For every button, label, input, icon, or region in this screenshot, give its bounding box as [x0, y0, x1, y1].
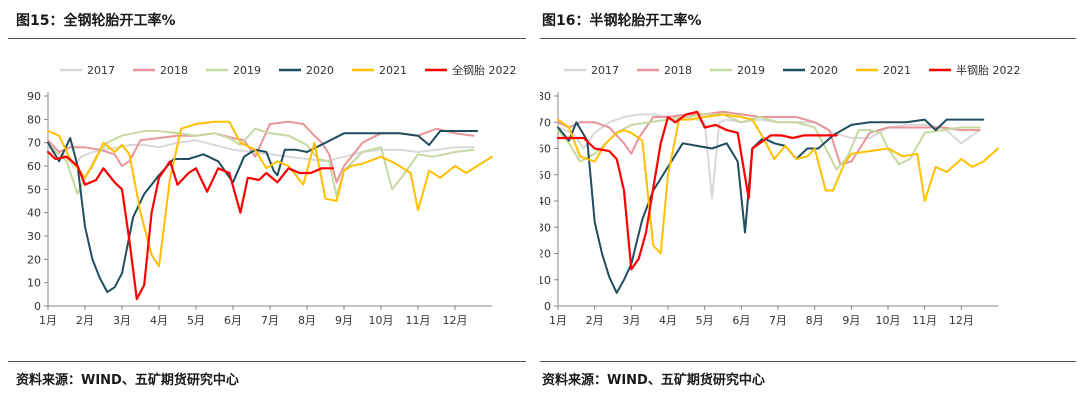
- title-rule: [8, 38, 526, 39]
- chart-panel-tbr: 图15：全钢轮胎开工率% 2017 2018 2019 2020 2021 全钢胎 202…: [8, 13, 526, 388]
- legend-label: 2021: [379, 64, 407, 77]
- chart-panel-pcr: 图16：半钢轮胎开工率% 2017 2018 2019 2020 2021 半钢胎 202…: [540, 0, 1080, 408]
- x-tick-label: 12月: [949, 314, 974, 327]
- x-tick-label: 11月: [406, 314, 431, 327]
- legend-label: 2017: [591, 64, 619, 77]
- legend-item: 2021: [352, 64, 407, 77]
- y-tick-label: 10: [27, 277, 41, 290]
- x-tick-label: 4月: [659, 314, 677, 327]
- y-tick-label: 0: [544, 300, 551, 313]
- x-tick-label: 5月: [187, 314, 205, 327]
- series-line-全钢胎-2022: [46, 150, 334, 301]
- legend-item: 2020: [783, 64, 838, 77]
- series-line-半钢胎-2022: [556, 110, 838, 271]
- legend-label: 2020: [810, 64, 838, 77]
- legend-label: 2021: [883, 64, 911, 77]
- x-tick-label: 1月: [549, 314, 567, 327]
- series-line-2020: [47, 130, 479, 293]
- x-tick-label: 6月: [224, 314, 242, 327]
- legend-label: 半钢胎 2022: [956, 63, 1021, 77]
- figure-title: 图16：半钢轮胎开工率%: [542, 13, 702, 29]
- legend-item: 2021: [856, 64, 911, 77]
- x-tick-label: 2月: [76, 314, 94, 327]
- legend-label: 2018: [664, 64, 692, 77]
- source-note: 资料来源：WIND、五矿期货研究中心: [542, 373, 765, 388]
- y-tick-label: 60: [540, 143, 551, 156]
- x-tick-label: 10月: [369, 314, 394, 327]
- y-tick-label: 40: [27, 207, 41, 220]
- y-tick-label: 40: [540, 195, 551, 208]
- line-chart-pcr: 2017 2018 2019 2020 2021 半钢胎 2022 0 10 20 30 40 50 6…: [540, 63, 1021, 327]
- y-tick-label: 70: [540, 116, 551, 129]
- y-tick-label: 80: [27, 113, 41, 126]
- x-tick-label: 9月: [842, 314, 860, 327]
- x-tick-label: 12月: [443, 314, 468, 327]
- x-tick-label: 7月: [261, 314, 279, 327]
- x-tick-label: 5月: [696, 314, 714, 327]
- x-tick-label: 6月: [732, 314, 750, 327]
- legend-item: 2017: [60, 64, 115, 77]
- legend-label: 2019: [233, 64, 261, 77]
- x-tick-label: 3月: [622, 314, 640, 327]
- legend-label: 2018: [160, 64, 188, 77]
- figure-title: 图15：全钢轮胎开工率%: [16, 13, 176, 29]
- title-rule: [540, 38, 1076, 39]
- x-tick-label: 2月: [586, 314, 604, 327]
- x-tick-label: 8月: [298, 314, 316, 327]
- y-tick-label: 80: [540, 90, 551, 103]
- line-chart-tbr: 2017 2018 2019 2020 2021 全钢胎 2022 0 10 20 30 40 50 6…: [27, 63, 517, 327]
- legend-label: 2017: [87, 64, 115, 77]
- source-rule: [8, 361, 526, 362]
- y-tick-label: 70: [27, 137, 41, 150]
- source-rule: [540, 361, 1076, 362]
- series-line-2018: [557, 110, 981, 166]
- legend-item: 2019: [710, 64, 765, 77]
- y-tick-label: 30: [27, 230, 41, 243]
- series-line-2019: [47, 127, 475, 198]
- legend-item: 半钢胎 2022: [929, 63, 1021, 77]
- legend-item: 2019: [206, 64, 261, 77]
- legend-label: 全钢胎 2022: [452, 63, 517, 77]
- y-tick-label: 0: [34, 300, 41, 313]
- y-tick-label: 20: [27, 253, 41, 266]
- x-tick-label: 8月: [806, 314, 824, 327]
- series-line-2021: [47, 120, 493, 268]
- y-tick-label: 30: [540, 221, 551, 234]
- legend-label: 2020: [306, 64, 334, 77]
- y-tick-label: 60: [27, 160, 41, 173]
- x-tick-label: 1月: [39, 314, 57, 327]
- y-tick-label: 20: [540, 248, 551, 261]
- series-line-2019: [557, 113, 981, 171]
- legend-item: 全钢胎 2022: [425, 63, 517, 77]
- series-line-2021: [557, 113, 999, 255]
- legend-item: 2018: [133, 64, 188, 77]
- legend-label: 2019: [737, 64, 765, 77]
- x-tick-label: 4月: [150, 314, 168, 327]
- y-tick-label: 10: [540, 274, 551, 287]
- source-note: 资料来源：WIND、五矿期货研究中心: [16, 373, 239, 388]
- legend-item: 2020: [279, 64, 334, 77]
- series-line-2017: [47, 139, 475, 167]
- legend-item: 2017: [564, 64, 619, 77]
- y-tick-label: 90: [27, 90, 41, 103]
- x-tick-label: 9月: [335, 314, 353, 327]
- x-tick-label: 11月: [912, 314, 937, 327]
- y-tick-label: 50: [27, 183, 41, 196]
- series-line-2020: [557, 118, 985, 294]
- x-tick-label: 7月: [769, 314, 787, 327]
- series-line-2017: [557, 113, 981, 200]
- x-tick-label: 10月: [876, 314, 901, 327]
- x-tick-label: 3月: [113, 314, 131, 327]
- y-tick-label: 50: [540, 169, 551, 182]
- legend-item: 2018: [637, 64, 692, 77]
